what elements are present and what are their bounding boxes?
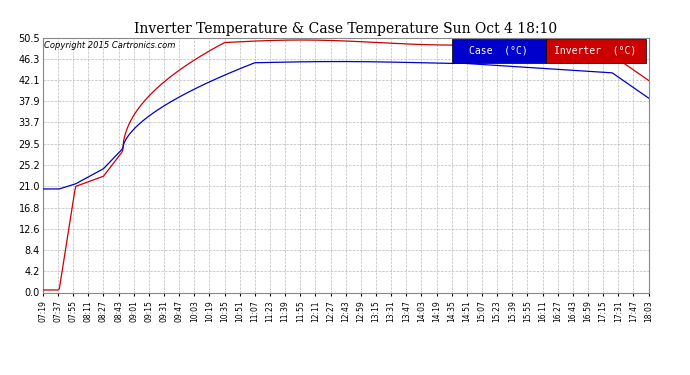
Bar <box>452 39 546 63</box>
Bar <box>546 39 646 63</box>
Text: Copyright 2015 Cartronics.com: Copyright 2015 Cartronics.com <box>44 41 175 50</box>
Title: Inverter Temperature & Case Temperature Sun Oct 4 18:10: Inverter Temperature & Case Temperature … <box>134 22 558 36</box>
Text: Inverter  (°C): Inverter (°C) <box>555 46 637 56</box>
Text: Case  (°C): Case (°C) <box>469 46 528 56</box>
